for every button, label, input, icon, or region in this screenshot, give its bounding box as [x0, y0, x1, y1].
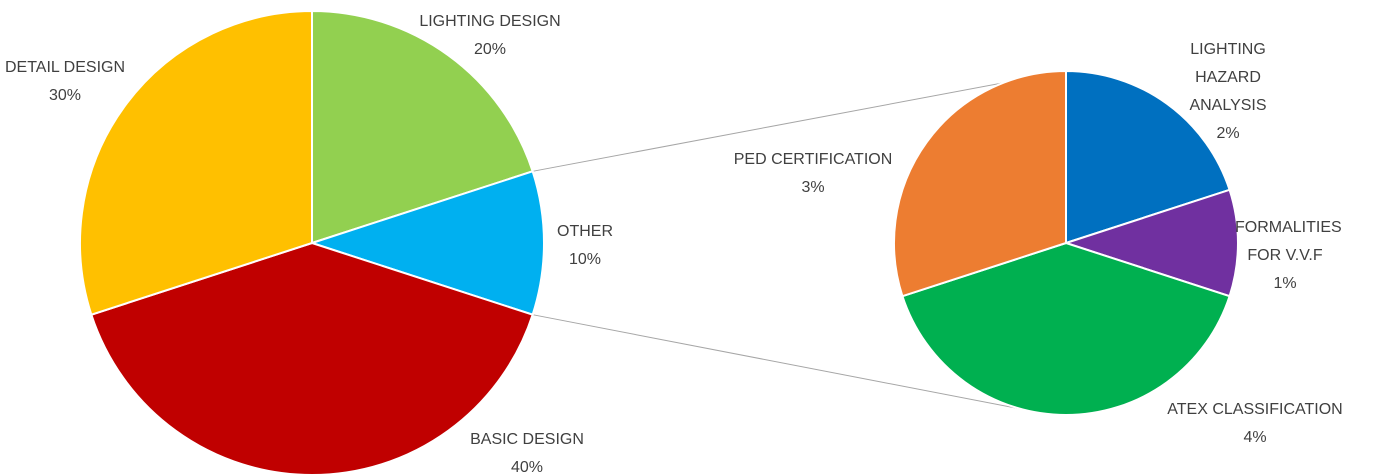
- pie-slice: [901, 241, 1231, 416]
- pie-slice: [1062, 188, 1239, 298]
- slice-label: BASIC DESIGN: [470, 431, 584, 448]
- slice-value-label: 4%: [1243, 429, 1267, 446]
- pie-slice: [311, 9, 534, 245]
- slice-label: PED CERTIFICATION: [733, 151, 893, 168]
- pie-slice: [79, 9, 313, 316]
- pie-slice: [308, 170, 545, 316]
- slice-value-label: 30%: [48, 87, 82, 104]
- slice-label: DETAIL DESIGN: [4, 59, 126, 76]
- slice-label: OTHER: [557, 223, 613, 240]
- connector-line: [532, 70, 1067, 172]
- slice-value-label: 10%: [568, 251, 602, 268]
- slice-label: ATEX CLASSIFICATION: [1167, 401, 1343, 418]
- slice-value-label: 3%: [801, 179, 825, 196]
- slice-label: LIGHTING HAZARD ANALYSIS: [1189, 41, 1267, 114]
- slice-value-label: 1%: [1273, 275, 1297, 292]
- slice-label: FORMALITIES FOR V.V.F: [1235, 219, 1342, 264]
- slice-value-label: 20%: [473, 41, 507, 58]
- pie-slice: [1065, 69, 1231, 245]
- pie-slice: [893, 69, 1067, 298]
- slice-label: LIGHTING DESIGN: [419, 13, 561, 30]
- connector-line: [532, 314, 1027, 411]
- slice-value-label: 2%: [1216, 125, 1240, 142]
- slice-value-label: 40%: [510, 459, 544, 475]
